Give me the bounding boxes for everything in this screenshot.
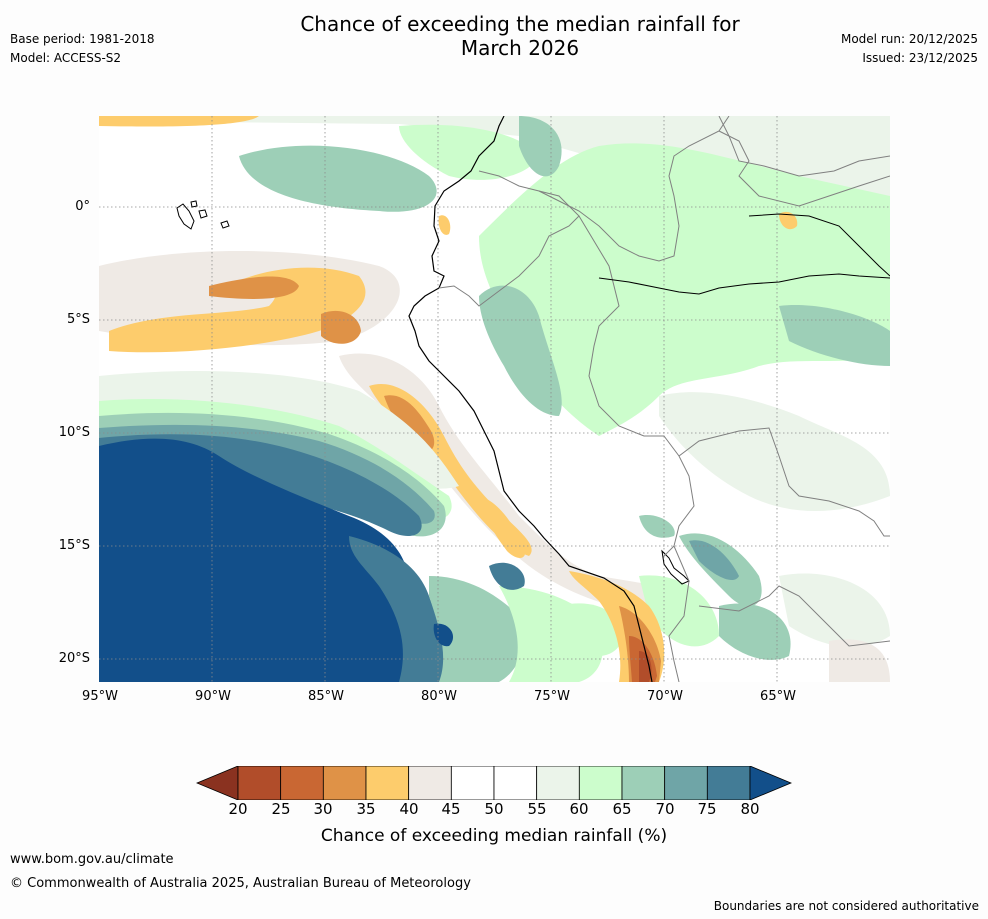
island-santiago [190,200,198,208]
title-line-1: Chance of exceeding the median rainfall … [300,12,740,36]
lon-label-65w: 65°W [760,689,796,704]
border-bolivia-paraguay [698,585,890,647]
field-35-coast-south [479,496,526,558]
field-35-north-edge [99,116,259,127]
field-65-land [479,285,562,416]
field-gt80-south-blob [433,623,454,647]
island-isabela [176,203,195,230]
metadata-right: Model run: 20/12/2025 Issued: 23/12/2025 [841,30,978,68]
field-35-band [109,267,366,353]
country-borders [438,116,890,682]
lon-label-95w: 95°W [82,689,118,704]
lat-label-10s: 10°S [58,425,90,440]
field-35-north-spot [438,215,451,235]
colorbar-tick-50: 50 [484,800,504,818]
field-70-bolivia [689,540,739,581]
galapagos-islands [176,200,230,230]
field-30-band-east [321,310,361,344]
colorbar-bins [237,765,751,801]
coastline [408,116,653,682]
field-35-east-spot [779,211,798,230]
colorbar-bin-30 [322,765,367,801]
field-30-band [209,276,299,299]
colorbar-low-arrow [195,765,239,801]
colorbar-tick-65: 65 [612,800,632,818]
colorbar-tick-80: 80 [740,800,760,818]
lat-label-0: 0° [75,199,90,214]
border-colombia [538,116,730,262]
colorbar-tick-40: 40 [399,800,419,818]
field-65-land-south [639,515,675,538]
colorbar-bin-40 [408,765,452,801]
colorbar-tick-55: 55 [527,800,547,818]
border-bolivia-chile [668,545,690,682]
lon-label-75w: 75°W [534,689,570,704]
colorbar-title: Chance of exceeding median rainfall (%) [320,826,668,846]
field-60-north-ocean [399,124,539,180]
disclaimer-text: Boundaries are not considered authoritat… [713,899,979,913]
border-ecuador-peru [438,170,580,307]
amazon-river [598,273,890,295]
border-brazil-bolivia [678,427,890,537]
title-line-2: March 2026 [460,36,580,60]
metadata-left: Base period: 1981-2018 Model: ACCESS-S2 [10,30,155,68]
map-title: Chance of exceeding the median rainfall … [220,12,820,60]
lon-label-85w: 85°W [308,689,344,704]
field-75-south-blob [489,562,525,590]
field-gt80-southwest [99,438,432,682]
island-santa-cruz [198,209,208,219]
field-55-southeast [779,573,890,647]
lat-label-15s: 15°S [58,538,90,553]
lon-label-70w: 70°W [647,689,683,704]
border-brazil-peru [578,215,695,557]
model-run: Model run: 20/12/2025 [840,32,978,46]
field-55-north [99,116,890,206]
field-65-north-ocean [239,145,437,212]
colorbar-bin-45 [450,765,495,801]
colorbar-tick-30: 30 [313,800,333,818]
colorbar-tick-25: 25 [271,800,291,818]
copyright-text: © Commonwealth of Australia 2025, Austra… [10,876,471,891]
field-40-southeast-corner [829,639,890,682]
field-75-south [349,536,452,682]
field-60-southeast [639,575,719,647]
base-period: Base period: 1981-2018 [10,32,155,46]
colorbar-tick-60: 60 [569,800,589,818]
colorbar-bin-50 [493,765,538,801]
lon-label-90w: 90°W [195,689,231,704]
colorbar-tick-45: 45 [441,800,461,818]
field-65-southeast [719,603,791,660]
lat-label-5s: 5°S [66,312,90,327]
rio-negro [748,213,890,277]
colorbar-bin-75 [706,765,751,801]
colorbar-bin-60 [578,765,623,801]
model-name: Model: ACCESS-S2 [10,51,122,65]
island-san-cristobal [220,220,230,229]
colorbar-bin-20 [237,765,282,801]
colorbar-bin-55 [536,765,580,801]
map-svg [99,116,890,682]
border-venezuela-north [718,116,890,177]
colorbar-svg [195,765,793,801]
field-60-south-east [559,603,621,657]
lon-label-80w: 80°W [421,689,457,704]
border-venezuela [718,130,890,207]
colorbar-bin-25 [280,765,324,801]
rainfall-map [99,116,890,682]
website-text: www.bom.gov.au/climate [10,852,174,867]
colorbar-bin-35 [365,765,410,801]
field-65-land-east [779,305,890,366]
colorbar [195,765,793,801]
colorbar-bin-70 [664,765,708,801]
issued-date: Issued: 23/12/2025 [862,51,978,65]
colorbar-tick-75: 75 [697,800,717,818]
field-65-south [429,576,523,682]
colorbar-tick-20: 20 [228,800,248,818]
field-55-land-east [659,392,890,511]
colorbar-tick-70: 70 [655,800,675,818]
colorbar-high-arrow [749,765,793,801]
colorbar-bin-65 [621,765,666,801]
colorbar-tick-35: 35 [356,800,376,818]
lat-label-20s: 20°S [58,651,90,666]
